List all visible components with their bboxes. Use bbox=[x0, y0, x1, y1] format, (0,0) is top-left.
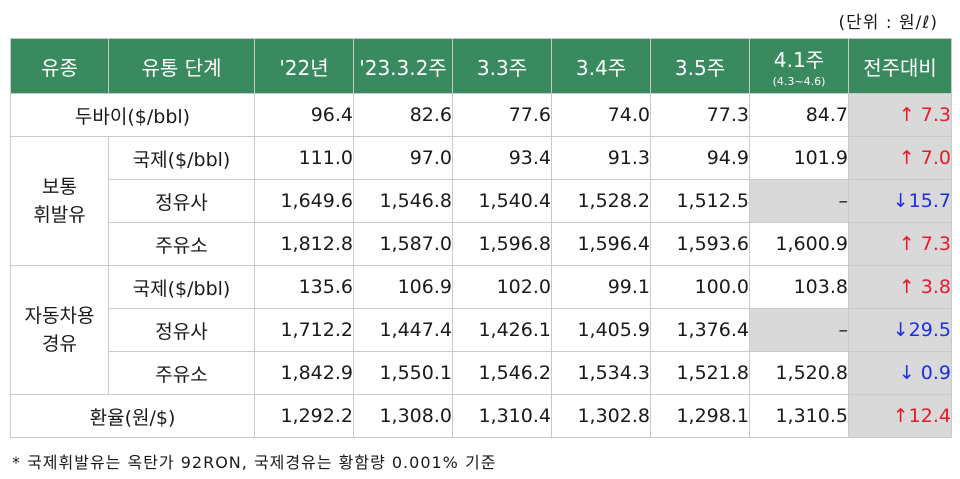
group-label-gasoline-text: 보통 휘발유 bbox=[33, 176, 86, 226]
cell-value: 1,842.9 bbox=[254, 351, 354, 395]
group-label-gasoline: 보통 휘발유 bbox=[10, 136, 109, 266]
row-label: 정유사 bbox=[108, 179, 255, 223]
cell-value: 135.6 bbox=[254, 265, 354, 309]
cell-value: 96.4 bbox=[254, 93, 354, 137]
row-label: 주유소 bbox=[108, 351, 255, 395]
table-row: 주유소 1,812.8 1,587.0 1,596.8 1,596.4 1,59… bbox=[11, 222, 952, 266]
cell-value: 1,447.4 bbox=[353, 308, 453, 352]
cell-value: 1,540.4 bbox=[452, 179, 552, 223]
cell-value: 1,521.8 bbox=[650, 351, 750, 395]
change-cell: ↓29.5 bbox=[848, 308, 952, 352]
row-label: 정유사 bbox=[108, 308, 255, 352]
cell-value: 91.3 bbox=[551, 136, 651, 180]
header-stage: 유통 단계 bbox=[108, 38, 255, 94]
table-row: 보통 휘발유 국제($/bbl) 111.0 97.0 93.4 91.3 94… bbox=[10, 136, 952, 266]
header-col-2022: '22년 bbox=[254, 38, 354, 94]
cell-value: 1,550.1 bbox=[353, 351, 453, 395]
cell-value: 77.6 bbox=[452, 93, 552, 137]
header-col-apr-w1-label: 4.1주 bbox=[773, 48, 825, 72]
cell-value: 1,308.0 bbox=[353, 394, 453, 438]
cell-value: 106.9 bbox=[353, 265, 453, 309]
change-cell: ↓ 0.9 bbox=[848, 351, 952, 395]
table-row: 주유소 1,842.9 1,550.1 1,546.2 1,534.3 1,52… bbox=[11, 351, 952, 395]
cell-value: 111.0 bbox=[254, 136, 354, 180]
cell-value: 1,812.8 bbox=[254, 222, 354, 266]
cell-value: 1,546.8 bbox=[353, 179, 453, 223]
cell-value: 1,546.2 bbox=[452, 351, 552, 395]
cell-value: 1,405.9 bbox=[551, 308, 651, 352]
cell-value: 1,310.4 bbox=[452, 394, 552, 438]
cell-value: 1,520.8 bbox=[749, 351, 849, 395]
cell-value: 100.0 bbox=[650, 265, 750, 309]
table-row: 환율(원/$) 1,292.2 1,308.0 1,310.4 1,302.8 … bbox=[10, 394, 952, 438]
cell-value: 1,712.2 bbox=[254, 308, 354, 352]
table-row: 정유사 1,712.2 1,447.4 1,426.1 1,405.9 1,37… bbox=[11, 308, 952, 352]
cell-value: 1,596.8 bbox=[452, 222, 552, 266]
cell-value: 101.9 bbox=[749, 136, 849, 180]
cell-value: 82.6 bbox=[353, 93, 453, 137]
change-cell: ↑ 7.3 bbox=[848, 222, 952, 266]
cell-value: 99.1 bbox=[551, 265, 651, 309]
header-row: 유종 유통 단계 '22년 '23.3.2주 3.3주 3.4주 3.5주 4.… bbox=[10, 38, 952, 94]
cell-value: 77.3 bbox=[650, 93, 750, 137]
cell-value: 1,528.2 bbox=[551, 179, 651, 223]
cell-value: 1,534.3 bbox=[551, 351, 651, 395]
row-label: 두바이($/bbl) bbox=[10, 93, 255, 137]
change-cell: ↑ 7.3 bbox=[848, 93, 952, 137]
table-row: 두바이($/bbl) 96.4 82.6 77.6 74.0 77.3 84.7… bbox=[10, 93, 952, 137]
cell-value: 74.0 bbox=[551, 93, 651, 137]
cell-value: 1,292.2 bbox=[254, 394, 354, 438]
cell-value: 102.0 bbox=[452, 265, 552, 309]
footnote: * 국제휘발유는 옥탄가 92RON, 국제경유는 황함량 0.001% 기준 bbox=[12, 453, 497, 472]
cell-value: 94.9 bbox=[650, 136, 750, 180]
change-cell: ↑12.4 bbox=[848, 394, 952, 438]
row-label: 주유소 bbox=[108, 222, 255, 266]
header-fuel-type: 유종 bbox=[10, 38, 109, 94]
cell-value: 1,593.6 bbox=[650, 222, 750, 266]
table-row: 정유사 1,649.6 1,546.8 1,540.4 1,528.2 1,51… bbox=[11, 179, 952, 223]
change-cell: ↑ 3.8 bbox=[848, 265, 952, 309]
cell-value: 1,376.4 bbox=[650, 308, 750, 352]
cell-empty: – bbox=[749, 179, 849, 223]
change-cell: ↓15.7 bbox=[848, 179, 952, 223]
oil-price-table: 유종 유통 단계 '22년 '23.3.2주 3.3주 3.4주 3.5주 4.… bbox=[10, 38, 952, 438]
cell-value: 1,596.4 bbox=[551, 222, 651, 266]
group-label-diesel-text: 자동차용 경유 bbox=[24, 305, 95, 355]
header-col-mar-w2: '23.3.2주 bbox=[353, 38, 453, 94]
cell-value: 1,426.1 bbox=[452, 308, 552, 352]
row-label: 국제($/bbl) bbox=[108, 136, 255, 180]
row-label: 국제($/bbl) bbox=[108, 265, 255, 309]
row-label: 환율(원/$) bbox=[10, 394, 255, 438]
cell-value: 1,302.8 bbox=[551, 394, 651, 438]
header-change: 전주대비 bbox=[848, 38, 952, 94]
cell-empty: – bbox=[749, 308, 849, 352]
cell-value: 1,298.1 bbox=[650, 394, 750, 438]
cell-value: 1,600.9 bbox=[749, 222, 849, 266]
cell-value: 97.0 bbox=[353, 136, 453, 180]
header-col-mar-w3: 3.3주 bbox=[452, 38, 552, 94]
cell-value: 1,587.0 bbox=[353, 222, 453, 266]
change-cell: ↑ 7.0 bbox=[848, 136, 952, 180]
header-col-mar-w5: 3.5주 bbox=[650, 38, 750, 94]
group-label-diesel: 자동차용 경유 bbox=[10, 265, 109, 395]
cell-value: 1,649.6 bbox=[254, 179, 354, 223]
header-col-apr-w1-range: (4.3~4.6) bbox=[772, 75, 826, 88]
cell-value: 1,512.5 bbox=[650, 179, 750, 223]
unit-label: (단위 : 원/ℓ) bbox=[838, 13, 938, 33]
table-row: 자동차용 경유 국제($/bbl) 135.6 106.9 102.0 99.1… bbox=[10, 265, 952, 395]
header-col-apr-w1: 4.1주 (4.3~4.6) bbox=[749, 38, 849, 94]
cell-value: 103.8 bbox=[749, 265, 849, 309]
cell-value: 1,310.5 bbox=[749, 394, 849, 438]
header-col-mar-w4: 3.4주 bbox=[551, 38, 651, 94]
cell-value: 93.4 bbox=[452, 136, 552, 180]
cell-value: 84.7 bbox=[749, 93, 849, 137]
